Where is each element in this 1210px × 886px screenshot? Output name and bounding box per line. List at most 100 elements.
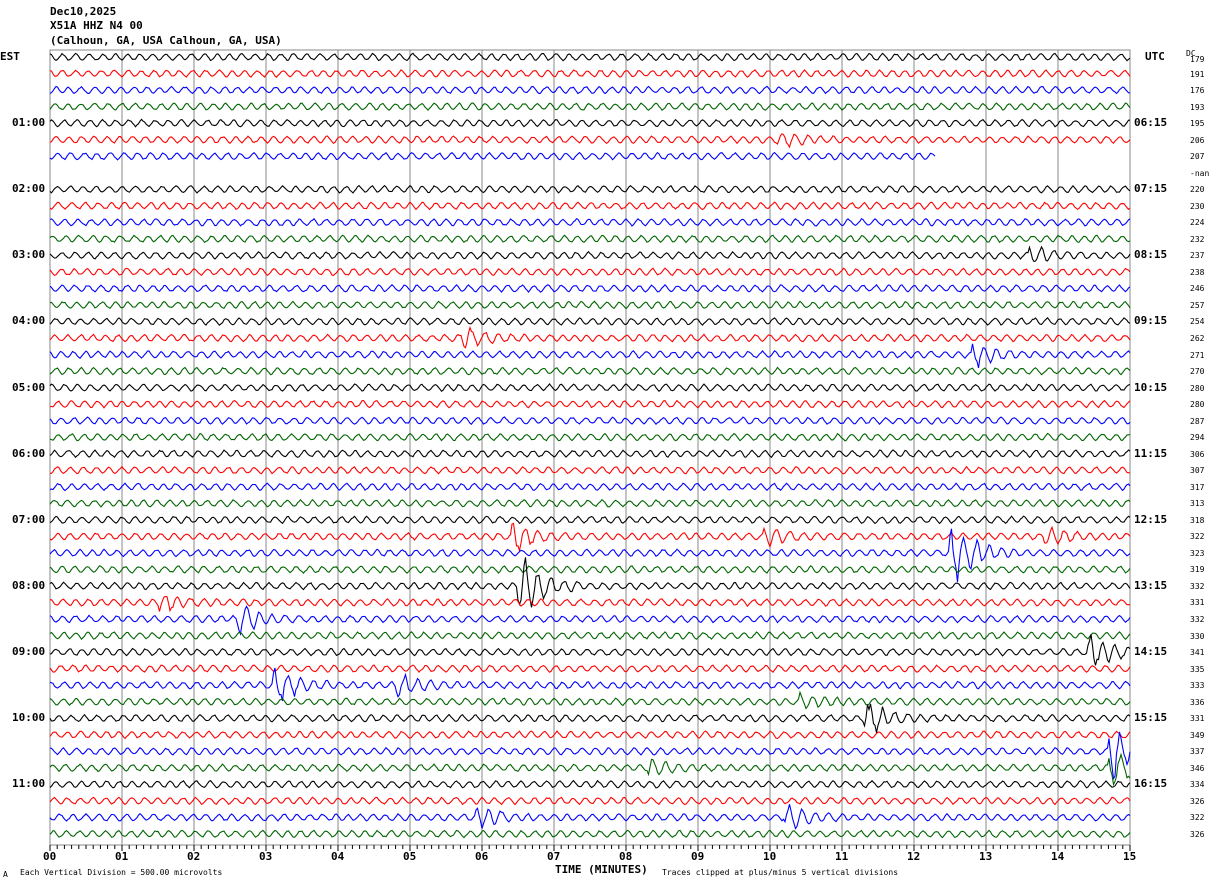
dc-offset: 232 — [1190, 234, 1205, 244]
left-time-label: 06:00 — [12, 446, 46, 460]
trace-row-2 — [49, 85, 1131, 95]
dc-offset: 280 — [1190, 383, 1205, 393]
left-time-label: 10:00 — [12, 711, 46, 725]
trace-row-34 — [49, 605, 1131, 637]
x-tick-label: 03 — [259, 850, 273, 863]
trace-row-36 — [49, 634, 1131, 666]
dc-offset: 191 — [1190, 69, 1205, 79]
x-tick-label: 05 — [403, 850, 417, 863]
trace-row-20 — [49, 382, 1131, 392]
x-tick-label: 12 — [907, 850, 921, 863]
left-time-label: 04:00 — [12, 314, 46, 328]
dc-offset: 179 — [1190, 55, 1205, 64]
dc-offset: 224 — [1190, 218, 1205, 228]
trace-row-29 — [49, 522, 1131, 553]
dc-offset: 280 — [1190, 400, 1205, 410]
trace-row-32 — [49, 557, 1131, 608]
dc-offset: 257 — [1190, 300, 1205, 310]
x-tick-label: 09 — [691, 850, 705, 863]
left-timezone: EST — [0, 50, 20, 63]
trace-row-38 — [49, 667, 1131, 702]
right-time-label: 08:15 — [1134, 248, 1168, 262]
trace-row-45 — [49, 796, 1131, 806]
dc-offset: 313 — [1190, 499, 1205, 509]
dc-offset: 332 — [1190, 581, 1205, 591]
dc-offset: 287 — [1190, 416, 1205, 426]
trace-row-9 — [49, 201, 1131, 211]
left-time-label: 03:00 — [12, 248, 46, 262]
left-time-label: 05:00 — [12, 380, 46, 394]
trace-row-37 — [49, 664, 1131, 674]
right-time-label: 09:15 — [1134, 314, 1168, 328]
left-time-label: 11:00 — [12, 777, 46, 791]
trace-row-42 — [49, 731, 1131, 781]
trace-row-40 — [49, 703, 1131, 733]
dc-offset: 262 — [1190, 334, 1205, 343]
dc-offset: 318 — [1190, 515, 1205, 525]
x-tick-label: 00 — [43, 850, 57, 863]
x-tick-label: 10 — [763, 850, 777, 863]
right-time-label: 13:15 — [1134, 578, 1168, 592]
date: Dec10,2025 — [50, 5, 117, 18]
left-time-label: 01:00 — [12, 116, 46, 130]
trace-row-23 — [49, 432, 1131, 442]
x-tick-label: 14 — [1051, 850, 1065, 863]
clip-note: Traces clipped at plus/minus 5 vertical … — [662, 868, 899, 877]
dc-offset: 332 — [1190, 615, 1205, 625]
trace-row-0 — [49, 52, 1131, 62]
dc-offset: 319 — [1190, 565, 1205, 575]
trace-row-12 — [49, 245, 1131, 263]
trace-row-18 — [49, 343, 1131, 369]
dc-offset: 193 — [1190, 102, 1205, 112]
dc-label: DC — [1186, 49, 1196, 58]
dc-offset: 334 — [1190, 780, 1205, 790]
trace-row-21 — [49, 399, 1131, 409]
trace-row-26 — [49, 482, 1131, 492]
right-time-label: 11:15 — [1134, 446, 1168, 460]
trace-row-6 — [49, 151, 936, 161]
dc-offset: 326 — [1190, 829, 1205, 839]
dc-offset: 271 — [1190, 350, 1205, 360]
x-tick-label: 11 — [835, 850, 849, 863]
trace-row-10 — [49, 217, 1131, 227]
station: X51A HHZ N4 00 — [50, 19, 143, 32]
right-time-label: 06:15 — [1134, 116, 1168, 130]
trace-row-28 — [49, 515, 1131, 525]
dc-offset: -nan — [1190, 168, 1210, 178]
trace-row-3 — [49, 102, 1131, 112]
dc-offset: 346 — [1190, 763, 1205, 773]
dc-offset: 220 — [1190, 185, 1205, 195]
dc-offset: 238 — [1190, 267, 1205, 277]
trace-row-43 — [49, 752, 1131, 787]
dc-offset: 336 — [1190, 697, 1205, 707]
trace-row-11 — [49, 234, 1131, 244]
dc-offset: 206 — [1190, 135, 1205, 145]
corner-mark: A — [3, 870, 8, 879]
dc-offset: 195 — [1190, 119, 1205, 129]
scale-note: Each Vertical Division = 500.00 microvol… — [20, 868, 223, 877]
trace-row-35 — [49, 631, 1131, 641]
trace-row-47 — [49, 829, 1131, 839]
dc-offset: 322 — [1190, 532, 1205, 542]
right-time-label: 16:15 — [1134, 777, 1168, 791]
dc-offset: 349 — [1190, 730, 1205, 740]
dc-offset: 246 — [1190, 284, 1205, 294]
dc-offset: 294 — [1190, 433, 1205, 443]
trace-row-14 — [49, 283, 1131, 294]
trace-row-27 — [49, 498, 1131, 508]
trace-row-5 — [49, 133, 1131, 149]
location: (Calhoun, GA, USA Calhoun, GA, USA) — [50, 34, 282, 47]
dc-offset: 330 — [1190, 631, 1205, 641]
trace-row-22 — [49, 416, 1131, 426]
x-tick-label: 02 — [187, 850, 201, 863]
trace-row-24 — [49, 449, 1131, 459]
right-time-label: 12:15 — [1134, 512, 1168, 526]
trace-row-41 — [49, 730, 1131, 740]
x-tick-label: 01 — [115, 850, 129, 863]
dc-offset: 207 — [1190, 152, 1205, 162]
left-time-label: 07:00 — [12, 512, 46, 526]
trace-row-30 — [49, 528, 1131, 583]
right-time-label: 14:15 — [1134, 645, 1168, 659]
